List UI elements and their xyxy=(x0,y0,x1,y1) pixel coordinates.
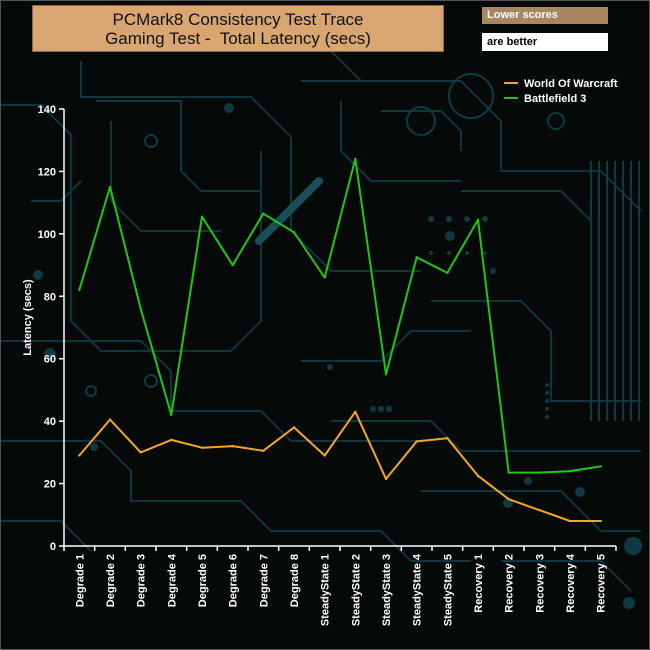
data-point xyxy=(292,231,296,234)
data-point xyxy=(292,426,296,429)
x-tick-label: Degrade 5 xyxy=(197,554,209,607)
data-point xyxy=(108,185,112,189)
x-tick-label: SteadyState 4 xyxy=(412,553,424,626)
data-point xyxy=(231,444,234,448)
series-line-2 xyxy=(78,157,601,474)
x-tick-label: SteadyState 1 xyxy=(320,554,332,626)
y-tick-label: 0 xyxy=(50,541,56,553)
series-line-1 xyxy=(78,410,601,522)
data-point xyxy=(446,437,449,440)
data-point xyxy=(323,276,326,279)
data-point xyxy=(507,497,510,501)
data-point xyxy=(384,477,388,481)
lower-scores-note: Lower scores xyxy=(482,7,608,24)
data-point xyxy=(538,508,541,512)
data-point xyxy=(200,215,204,218)
data-point xyxy=(599,465,602,468)
data-point xyxy=(262,449,265,452)
x-tick-label: Degrade 7 xyxy=(258,554,270,607)
data-point xyxy=(323,454,326,457)
y-tick-label: 120 xyxy=(38,166,56,178)
y-tick-label: 140 xyxy=(38,104,56,116)
data-point xyxy=(384,373,388,376)
data-point xyxy=(415,256,418,259)
x-tick-label: Degrade 3 xyxy=(136,554,148,607)
x-tick-label: Recovery 5 xyxy=(596,554,608,613)
data-point xyxy=(108,418,112,421)
x-tick-label: Degrade 2 xyxy=(105,554,117,607)
data-point xyxy=(262,212,265,215)
data-point xyxy=(507,471,510,474)
data-point xyxy=(354,157,357,161)
y-tick-label: 60 xyxy=(44,354,56,366)
data-point xyxy=(476,218,480,222)
data-point xyxy=(231,263,234,267)
data-point xyxy=(78,288,81,292)
x-tick-label: Degrade 4 xyxy=(166,553,178,607)
x-tick-label: Recovery 1 xyxy=(473,554,485,613)
x-tick-label: Recovery 3 xyxy=(534,554,546,613)
y-axis-label: Latency (secs) xyxy=(22,279,34,356)
data-point xyxy=(200,446,204,449)
data-point xyxy=(139,307,142,310)
x-tick-label: SteadyState 3 xyxy=(381,554,393,626)
chart-title-line-2: Gaming Test - Total Latency (secs) xyxy=(105,29,371,48)
y-tick-label: 100 xyxy=(38,229,56,241)
x-tick-label: Degrade 8 xyxy=(289,554,301,607)
data-point xyxy=(139,451,142,454)
x-tick-label: SteadyState 2 xyxy=(350,554,362,626)
y-tick-label: 20 xyxy=(44,479,56,491)
x-tick-label: Recovery 4 xyxy=(565,553,577,613)
data-point xyxy=(599,519,602,523)
y-tick-label: 80 xyxy=(44,291,56,303)
chart-title-line-1: PCMark8 Consistency Test Trace xyxy=(112,10,364,29)
data-point xyxy=(568,519,572,523)
data-point xyxy=(170,413,173,417)
data-point xyxy=(354,410,357,413)
legend-label-1: World Of Warcraft xyxy=(524,78,618,90)
x-tick-label: Degrade 6 xyxy=(228,554,240,607)
x-tick-label: Degrade 1 xyxy=(74,554,86,607)
data-point xyxy=(446,271,449,275)
data-point xyxy=(538,471,541,474)
y-tick-label: 40 xyxy=(44,416,56,428)
data-point xyxy=(476,474,480,477)
x-tick-label: SteadyState 5 xyxy=(442,554,454,626)
x-tick-label: Recovery 2 xyxy=(504,554,516,613)
data-point xyxy=(568,469,572,473)
are-better-note: are better xyxy=(482,33,608,51)
data-point xyxy=(415,440,418,443)
chart-title: PCMark8 Consistency Test Trace Gaming Te… xyxy=(32,5,444,52)
data-point xyxy=(170,438,173,442)
legend-label-2: Battlefield 3 xyxy=(524,93,586,105)
data-point xyxy=(78,454,81,457)
